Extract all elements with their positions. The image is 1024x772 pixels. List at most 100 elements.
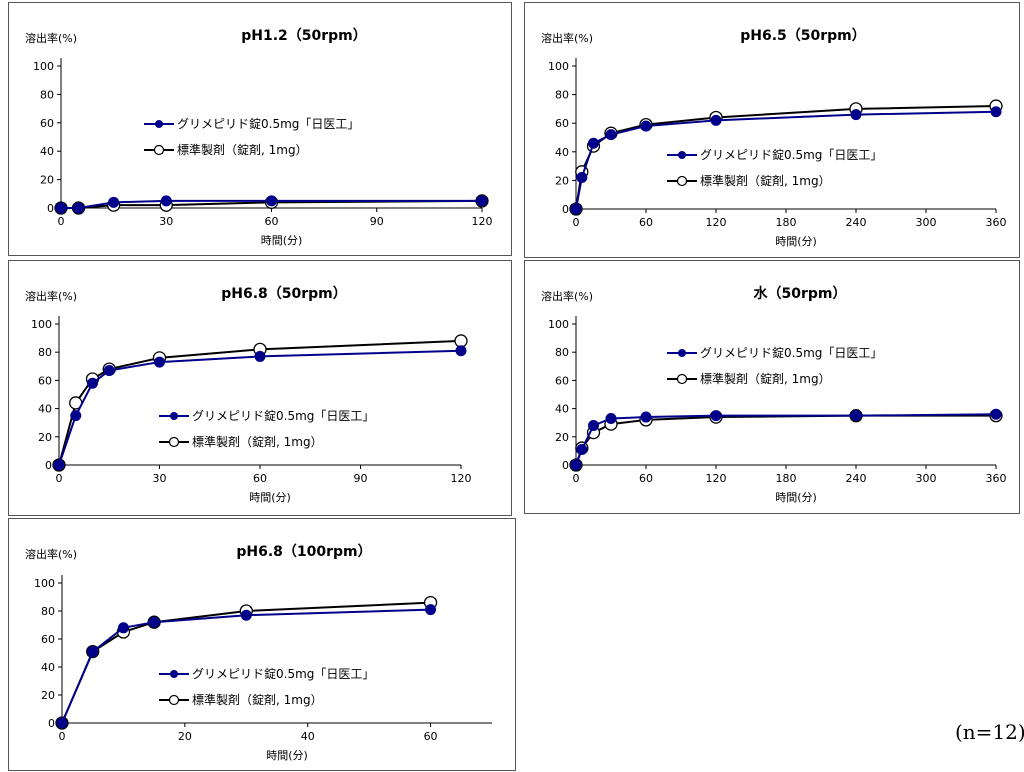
y-tick-label: 0 (562, 459, 569, 472)
y-tick-label: 20 (41, 689, 55, 702)
chart-panel-water: 水（50rpm） 溶出率(%) 0 20 40 60 80 100 0 60 120 180 240 30… (524, 260, 1020, 514)
x-tick-label: 0 (58, 215, 65, 228)
x-tick-label: 40 (301, 730, 315, 743)
legend-label: 標準製剤（錠剤, 1mg） (700, 371, 831, 386)
legend-label: 標準製剤（錠剤, 1mg） (192, 692, 323, 707)
sample-size-note: (n=12) (955, 720, 1024, 744)
x-tick-label: 20 (178, 730, 192, 743)
x-tick-label: 30 (159, 215, 173, 228)
y-tick-label: 20 (555, 174, 569, 187)
x-tick-label: 240 (846, 472, 867, 485)
chart-title: pH6.5（50rpm） (740, 28, 866, 44)
y-tick-label: 80 (38, 346, 52, 359)
x-tick-label: 60 (639, 216, 653, 229)
chart-svg: pH6.8（50rpm） 溶出率(%) 0 20 40 60 80 100 0 30 60 90 120… (25, 286, 472, 504)
x-tick-label: 90 (370, 215, 384, 228)
y-tick-label: 20 (38, 431, 52, 444)
x-tick-label: 120 (706, 472, 727, 485)
data-point-test (108, 196, 120, 208)
data-point-test (640, 411, 652, 423)
data-point-test (605, 129, 617, 141)
chart-title: pH1.2（50rpm） (241, 28, 367, 44)
y-tick-label: 100 (34, 577, 55, 590)
x-tick-label: 30 (153, 472, 167, 485)
legend-marker-open (168, 436, 180, 448)
legend-label: 標準製剤（錠剤, 1mg） (192, 434, 323, 449)
legend-marker-open (168, 694, 180, 706)
x-tick-label: 360 (986, 216, 1007, 229)
legend-label: 標準製剤（錠剤, 1mg） (700, 173, 831, 188)
y-tick-label: 20 (555, 431, 569, 444)
legend-marker-filled (155, 120, 163, 128)
chart-title: 水（50rpm） (754, 285, 847, 302)
y-tick-label: 100 (548, 60, 569, 73)
legend-marker-open (676, 373, 688, 385)
chart-title: pH6.8（100rpm） (236, 544, 371, 560)
x-tick-label: 0 (56, 472, 63, 485)
y-tick-label: 100 (548, 318, 569, 331)
y-axis-label: 溶出率(%) (541, 31, 593, 45)
y-tick-label: 40 (41, 661, 55, 674)
legend-marker-filled (170, 670, 178, 678)
chart-panel-ph6-8-50rpm: pH6.8（50rpm） 溶出率(%) 0 20 40 60 80 100 0 30 60 90 120… (8, 260, 512, 516)
legend-label: グリメピリド錠0.5mg「日医工」 (192, 408, 374, 423)
x-tick-label: 0 (573, 472, 580, 485)
data-point-test (56, 717, 68, 729)
series-line-reference (575, 414, 996, 466)
legend-marker-filled (678, 151, 686, 159)
data-point-test (990, 106, 1002, 118)
chart-svg: 水（50rpm） 溶出率(%) 0 20 40 60 80 100 0 60 120 180 240 30… (541, 285, 1007, 504)
x-tick-label: 90 (354, 472, 368, 485)
x-tick-label: 180 (776, 472, 797, 485)
chart-svg: pH6.5（50rpm） 溶出率(%) 0 20 40 60 80 100 0 60 120 180 2… (541, 28, 1007, 248)
x-tick-label: 180 (776, 216, 797, 229)
y-tick-label: 60 (555, 374, 569, 387)
data-point-test (148, 616, 160, 628)
x-tick-label: 60 (639, 472, 653, 485)
data-point-test (55, 202, 67, 214)
data-point-test (850, 410, 862, 422)
x-tick-label: 0 (573, 216, 580, 229)
y-tick-label: 100 (33, 60, 54, 73)
x-axis-label: 時間(分) (775, 491, 817, 504)
data-point-test (588, 137, 599, 149)
y-tick-label: 0 (562, 203, 569, 216)
data-point-test (576, 172, 588, 184)
y-tick-label: 80 (555, 89, 569, 102)
y-tick-label: 60 (40, 117, 54, 130)
legend-label: グリメピリド錠0.5mg「日医工」 (700, 147, 882, 162)
y-axis-label: 溶出率(%) (25, 289, 77, 303)
legend-label: グリメピリド錠0.5mg「日医工」 (192, 666, 374, 681)
y-tick-label: 80 (40, 88, 54, 101)
y-axis-label: 溶出率(%) (541, 289, 593, 303)
x-tick-label: 360 (986, 472, 1007, 485)
y-tick-label: 100 (31, 318, 52, 331)
x-tick-label: 300 (916, 472, 937, 485)
data-point-test (990, 408, 1002, 420)
x-tick-label: 240 (846, 216, 867, 229)
data-point-test (87, 646, 99, 658)
data-point-test (640, 120, 652, 132)
x-tick-label: 60 (253, 472, 267, 485)
y-tick-label: 40 (38, 403, 52, 416)
data-point-test (154, 356, 165, 368)
y-tick-label: 80 (41, 605, 55, 618)
y-tick-label: 60 (555, 117, 569, 130)
data-point-reference (454, 334, 468, 348)
x-axis-label: 時間(分) (775, 235, 817, 248)
legend-marker-filled (678, 349, 686, 357)
series-line-test (575, 413, 997, 466)
data-point-test (710, 410, 722, 422)
y-tick-label: 60 (38, 374, 52, 387)
x-tick-label: 0 (59, 730, 66, 743)
x-tick-label: 300 (916, 216, 937, 229)
y-tick-label: 40 (555, 403, 569, 416)
legend-label: グリメピリド錠0.5mg「日医工」 (700, 345, 882, 360)
chart-panel-ph6-5: pH6.5（50rpm） 溶出率(%) 0 20 40 60 80 100 0 60 120 180 2… (524, 2, 1020, 258)
legend-label: 標準製剤（錠剤, 1mg） (177, 142, 308, 157)
chart-panel-ph1-2: pH1.2（50rpm） 溶出率(%) 0 20 40 60 80 100 0 30 60 90 120… (8, 2, 512, 256)
data-point-test (73, 202, 85, 214)
x-tick-label: 120 (451, 472, 472, 485)
y-tick-label: 40 (555, 146, 569, 159)
data-point-test (70, 410, 82, 422)
